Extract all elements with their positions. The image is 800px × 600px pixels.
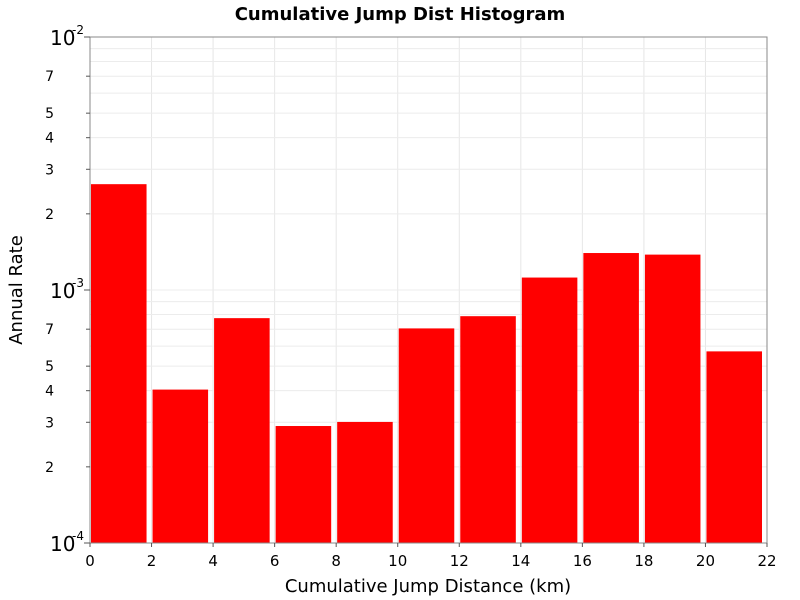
x-tick-label: 8 xyxy=(331,552,341,570)
histogram-bar-8 xyxy=(583,253,639,543)
bars xyxy=(91,184,762,543)
x-tick-label: 4 xyxy=(208,552,218,570)
x-tick-label: 10 xyxy=(388,552,407,570)
y-axis-label: Annual Rate xyxy=(6,235,27,345)
histogram-bar-10 xyxy=(706,351,762,543)
histogram-bar-6 xyxy=(460,316,516,543)
histogram-bar-5 xyxy=(398,328,455,543)
histogram-bar-4 xyxy=(337,421,393,543)
histogram-bar-2 xyxy=(214,318,270,543)
x-tick-label: 14 xyxy=(511,552,530,570)
y-major-tick-exponent: -3 xyxy=(72,276,84,290)
y-minor-tick-label: 5 xyxy=(45,106,54,122)
histogram-bar-3 xyxy=(275,426,332,543)
x-tick-label: 12 xyxy=(450,552,469,570)
y-minor-tick-label: 4 xyxy=(45,131,54,147)
x-tick-label: 18 xyxy=(634,552,653,570)
y-minor-tick-label: 3 xyxy=(45,415,54,431)
histogram-bar-9 xyxy=(644,254,701,543)
histogram-bar-7 xyxy=(521,277,578,543)
y-major-tick-exponent: -2 xyxy=(72,23,84,37)
x-tick-label: 16 xyxy=(573,552,592,570)
x-tick-label: 0 xyxy=(85,552,95,570)
histogram-bar-0 xyxy=(91,184,147,543)
y-minor-tick-label: 2 xyxy=(45,460,54,476)
x-tick-label: 20 xyxy=(696,552,715,570)
y-minor-tick-label: 7 xyxy=(45,322,54,338)
x-axis-label: Cumulative Jump Distance (km) xyxy=(285,576,571,597)
y-minor-tick-label: 7 xyxy=(45,69,54,85)
y-major-tick-base: 10 xyxy=(50,279,75,303)
x-axis-ticks: 0 2 4 6 8 10 12 14 16 18 20 22 xyxy=(85,543,777,570)
y-minor-tick-label: 2 xyxy=(45,207,54,223)
y-minor-tick-label: 3 xyxy=(45,162,54,178)
x-tick-label: 6 xyxy=(270,552,280,570)
y-minor-tick-label: 4 xyxy=(45,384,54,400)
y-minor-tick-label: 5 xyxy=(45,359,54,375)
y-major-tick-base: 10 xyxy=(50,26,75,50)
histogram-bar-1 xyxy=(152,389,209,543)
y-major-tick-exponent: -4 xyxy=(72,529,84,543)
y-major-tick-base: 10 xyxy=(50,532,75,556)
x-tick-label: 2 xyxy=(147,552,157,570)
chart-title: Cumulative Jump Dist Histogram xyxy=(235,4,566,25)
x-tick-label: 22 xyxy=(757,552,776,570)
